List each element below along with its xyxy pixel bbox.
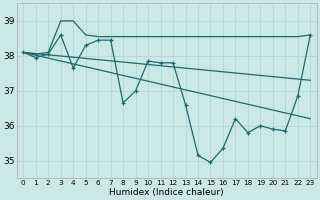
X-axis label: Humidex (Indice chaleur): Humidex (Indice chaleur) [109,188,224,197]
